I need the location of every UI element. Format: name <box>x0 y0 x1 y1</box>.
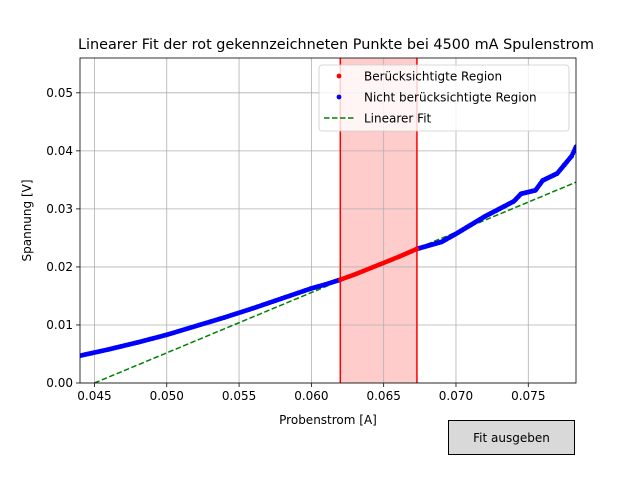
y-tick-label: 0.01 <box>46 318 73 332</box>
y-axis-label: Spannung [V] <box>20 179 34 261</box>
x-tick-label: 0.045 <box>77 389 111 403</box>
fit-ausgeben-button[interactable]: Fit ausgeben <box>448 420 575 455</box>
y-tick-label: 0.05 <box>46 86 73 100</box>
y-tick-label: 0.00 <box>46 376 73 390</box>
y-tick-label: 0.02 <box>46 260 73 274</box>
legend-box <box>318 64 570 132</box>
x-tick-label: 0.065 <box>366 389 400 403</box>
legend-marker <box>336 73 342 79</box>
x-axis-label: Probenstrom [A] <box>279 413 377 427</box>
legend-marker <box>336 94 342 100</box>
x-tick-label: 0.050 <box>150 389 184 403</box>
y-tick-label: 0.04 <box>46 144 73 158</box>
legend-label: Berücksichtigte Region <box>364 70 502 84</box>
excluded-point <box>573 144 576 150</box>
legend: Berücksichtigte Region Nicht berücksichti… <box>318 64 570 132</box>
x-tick-label: 0.055 <box>222 389 256 403</box>
axes-frame <box>79 57 577 384</box>
x-tick-label: 0.075 <box>511 389 545 403</box>
x-tick-label: 0.060 <box>294 389 328 403</box>
fitted-point <box>414 246 420 252</box>
chart-title: Linearer Fit der rot gekennzeichneten Pu… <box>78 37 594 53</box>
x-tick-label: 0.070 <box>439 389 473 403</box>
plot-area <box>80 144 576 383</box>
legend-label: Linearer Fit <box>364 112 432 126</box>
legend-label: Nicht berücksichtigte Region <box>364 91 537 105</box>
y-tick-label: 0.03 <box>46 202 73 216</box>
